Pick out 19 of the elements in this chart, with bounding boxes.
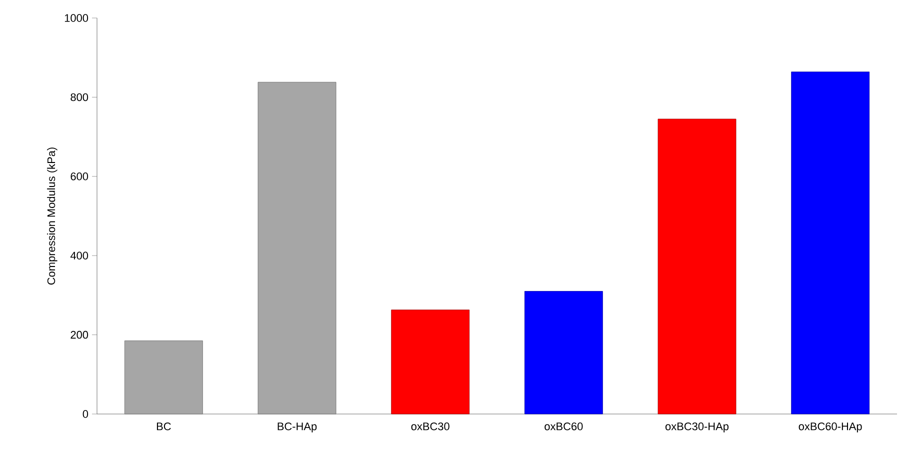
x-tick-label: oxBC30	[411, 422, 450, 430]
x-tick-label: BC	[156, 422, 171, 430]
bar	[658, 118, 736, 414]
x-tick-label: oxBC60-HAp	[798, 422, 862, 432]
y-tick-label: 1000	[64, 14, 88, 22]
bar	[124, 340, 203, 414]
y-axis-title: Compression Modulus (kPa)	[47, 148, 58, 285]
bar	[791, 72, 870, 414]
y-tick-label: 0	[82, 410, 88, 418]
y-tick-label: 400	[70, 252, 88, 260]
y-tick-label: 200	[70, 330, 88, 339]
x-tick-label: BC-HAp	[278, 422, 317, 432]
x-tick-label: oxBC30-HAp	[665, 422, 729, 432]
y-tick-label: 600	[70, 172, 88, 180]
bar	[258, 82, 336, 414]
bar	[391, 310, 470, 414]
x-tick-label: oxBC60	[544, 422, 583, 430]
bar	[524, 291, 603, 414]
y-tick-label: 800	[70, 93, 88, 102]
